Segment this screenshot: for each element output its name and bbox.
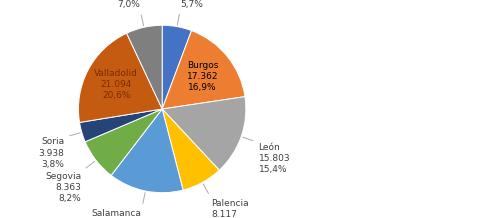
Wedge shape — [162, 109, 219, 190]
Text: Segovia
8.363
8,2%: Segovia 8.363 8,2% — [45, 172, 81, 203]
Text: Salamanca
14.812
14,5%: Salamanca 14.812 14,5% — [92, 209, 142, 218]
Text: Soria
3.938
3,8%: Soria 3.938 3,8% — [38, 137, 64, 169]
Wedge shape — [79, 109, 162, 142]
Wedge shape — [85, 109, 162, 175]
Wedge shape — [162, 31, 245, 109]
Wedge shape — [162, 97, 246, 170]
Wedge shape — [78, 33, 162, 123]
Text: Zamora
7.159
7,0%: Zamora 7.159 7,0% — [105, 0, 140, 9]
Wedge shape — [111, 109, 183, 193]
Text: Ávila
5.844
5,7%: Ávila 5.844 5,7% — [180, 0, 206, 9]
Wedge shape — [127, 25, 162, 109]
Text: Valladolid
21.094
20,6%: Valladolid 21.094 20,6% — [94, 69, 138, 100]
Text: León
15.803
15,4%: León 15.803 15,4% — [258, 143, 290, 174]
Wedge shape — [162, 25, 192, 109]
Text: Burgos
17.362
16,9%: Burgos 17.362 16,9% — [187, 61, 218, 92]
Text: Palencia
8.117
7,9%: Palencia 8.117 7,9% — [211, 199, 249, 218]
